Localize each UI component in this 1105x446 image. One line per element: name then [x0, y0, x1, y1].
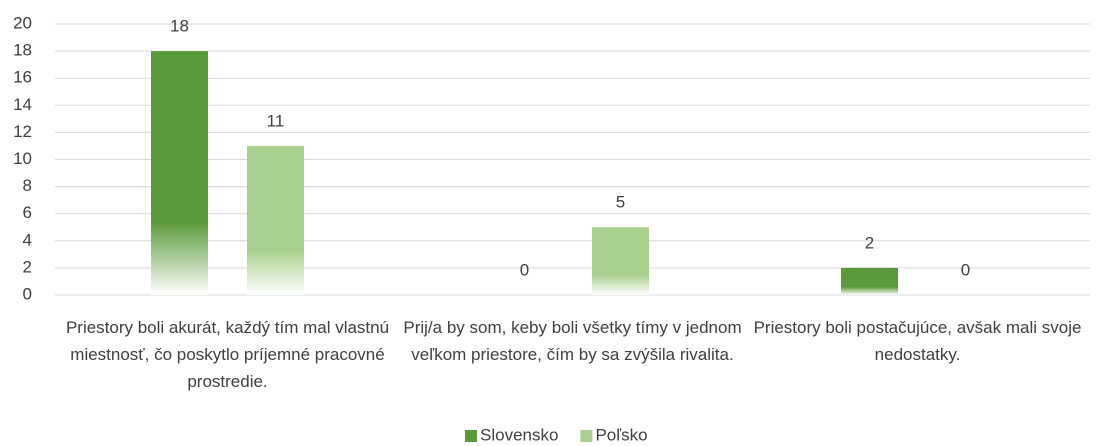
x-tick-label-box: Priestory boli akurát, každý tím mal vla… [65, 318, 390, 391]
data-label: 18 [170, 17, 189, 36]
x-tick-label-box: Priestory boli postačujúce, avšak mali s… [753, 318, 1082, 364]
bar [247, 145, 304, 295]
y-tick-label: 12 [13, 122, 32, 141]
x-tick-label: Prij/a by som, keby boli všetky tímy v j… [403, 318, 742, 364]
y-tick-label: 16 [13, 68, 32, 87]
x-tick-label: Priestory boli akurát, každý tím mal vla… [65, 318, 390, 391]
data-label: 11 [267, 111, 285, 130]
data-label: 2 [865, 233, 874, 252]
data-label: 0 [520, 260, 529, 279]
y-tick-label: 14 [13, 95, 32, 114]
y-tick-label: 10 [13, 149, 32, 168]
y-tick-label: 20 [13, 13, 32, 32]
y-tick-label: 2 [23, 257, 32, 276]
legend-label: Poľsko [595, 425, 647, 444]
y-tick-label: 4 [23, 230, 32, 249]
bar [592, 227, 649, 295]
y-tick-label: 8 [23, 176, 32, 195]
legend-swatch [465, 430, 477, 442]
data-label: 0 [961, 260, 970, 279]
legend-label: Slovensko [480, 425, 558, 444]
y-tick-label: 18 [13, 41, 32, 60]
bar [151, 51, 208, 295]
y-tick-label: 6 [23, 203, 32, 222]
x-tick-label-box: Prij/a by som, keby boli všetky tímy v j… [403, 318, 742, 364]
y-tick-label: 0 [23, 284, 32, 303]
x-tick-label: Priestory boli postačujúce, avšak mali s… [753, 318, 1082, 364]
legend-swatch [580, 430, 593, 442]
bar [841, 267, 898, 295]
data-label: 5 [616, 193, 625, 212]
